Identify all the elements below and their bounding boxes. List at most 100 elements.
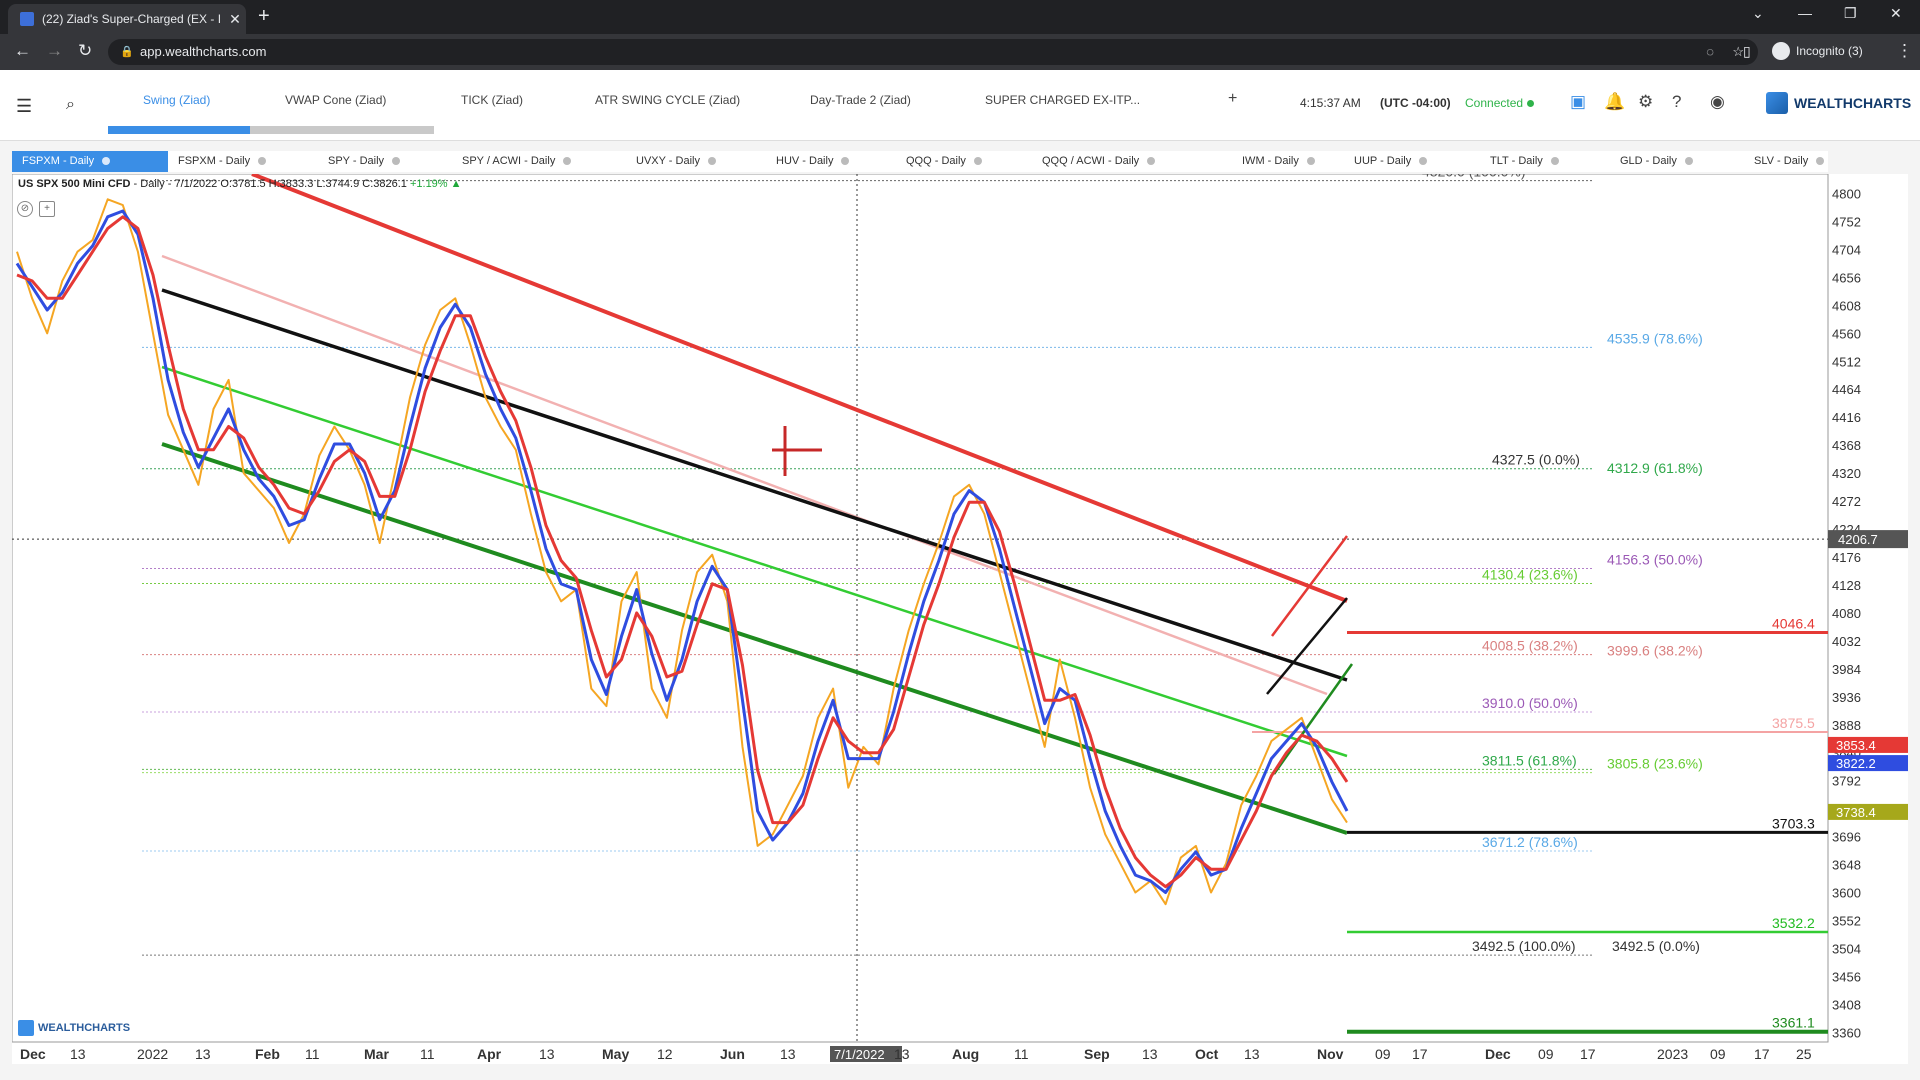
side-panel-icon[interactable]: ▯ (1743, 43, 1751, 59)
bookmark-star-icon[interactable]: ☆ (1732, 44, 1744, 59)
browser-menu-icon[interactable]: ⋮ (1896, 41, 1913, 60)
price-tick-label: 4560 (1832, 326, 1861, 341)
date-tick-label: Apr (477, 1046, 502, 1062)
tab-scrollbar-thumb[interactable] (108, 126, 250, 134)
incognito-icon (1772, 42, 1790, 60)
search-icon[interactable]: ⌕ (66, 96, 75, 113)
tab-tick[interactable]: TICK (Ziad) (461, 93, 524, 107)
timezone[interactable]: (UTC -04:00) (1380, 96, 1451, 110)
symbol-tab-dot-icon[interactable] (258, 157, 267, 166)
incognito-indicator[interactable]: Incognito (3) (1772, 42, 1863, 60)
price-tick-label: 4176 (1832, 550, 1861, 565)
tab-search-icon[interactable]: ⌄ (1752, 5, 1764, 21)
price-tick-label: 4368 (1832, 438, 1861, 453)
symbol-tab-3[interactable]: SPY / ACWI - Daily (452, 151, 572, 172)
reload-icon[interactable]: ↻ (78, 41, 93, 60)
watermark-logo-icon (18, 1020, 34, 1036)
browser-tab[interactable]: (22) Ziad's Super-Charged (EX - I ✕ (8, 4, 246, 34)
fib-label: 4327.5 (0.0%) (1492, 452, 1580, 468)
symbol-tab-label: GLD - Daily (1620, 155, 1677, 167)
price-tick-label: 3456 (1832, 969, 1861, 984)
new-tab-button[interactable]: + (258, 5, 270, 27)
symbol-tab-dot-icon[interactable] (392, 157, 401, 166)
symbol-tab-4[interactable]: UVXY - Daily (626, 151, 716, 172)
help-icon[interactable]: ? (1672, 92, 1682, 111)
tab-scrollbar[interactable] (108, 126, 434, 134)
symbol-tab-11[interactable]: GLD - Daily (1610, 151, 1693, 172)
price-tick-label: 4320 (1832, 466, 1861, 481)
symbol-tab-0[interactable]: FSPXM - Daily (12, 151, 168, 172)
symbol-tab-dot-icon[interactable] (1816, 157, 1825, 166)
symbol-tab-1[interactable]: FSPXM - Daily (168, 151, 267, 172)
price-level-label: 3361.1 (1772, 1015, 1815, 1031)
symbol-tab-label: SLV - Daily (1754, 155, 1809, 167)
fib-label: 4312.9 (61.8%) (1607, 460, 1703, 476)
chart-tools: ⊘ + (17, 201, 55, 217)
symbol-tab-strip: FSPXM - Daily FSPXM - Daily SPY - Daily SPY… (12, 151, 1828, 172)
date-tick-label: Oct (1195, 1046, 1219, 1062)
symbol-tab-10[interactable]: TLT - Daily (1480, 151, 1559, 172)
date-tick-label: 17 (1412, 1046, 1428, 1062)
menu-icon[interactable]: ☰ (16, 96, 33, 116)
tab-vwap-cone[interactable]: VWAP Cone (Ziad) (285, 93, 387, 107)
connection-label: Connected (1465, 96, 1524, 110)
date-tick-label: 13 (894, 1046, 910, 1062)
price-tick-label: 3600 (1832, 886, 1861, 901)
up-arrow-icon: ▲ (450, 178, 462, 190)
symbol-tab-dot-icon[interactable] (1147, 157, 1156, 166)
symbol-tab-dot-icon[interactable] (563, 157, 572, 166)
symbol-tab-dot-icon[interactable] (1684, 157, 1693, 166)
favicon-icon (20, 12, 34, 26)
tab-super-charged[interactable]: SUPER CHARGED EX-ITP... (985, 93, 1141, 107)
symbol-tab-dot-icon[interactable] (1419, 157, 1428, 166)
symbol-tab-dot-icon[interactable] (707, 157, 716, 166)
date-tick-label: 13 (195, 1046, 211, 1062)
add-tab-button[interactable]: + (1228, 90, 1238, 107)
price-tick-label: 3360 (1832, 1025, 1861, 1040)
symbol-tab-5[interactable]: HUV - Daily (766, 151, 850, 172)
date-tick-label: 13 (1244, 1046, 1260, 1062)
eye-off-icon[interactable]: ◌ (1706, 44, 1714, 59)
symbol-tab-9[interactable]: UUP - Daily (1344, 151, 1428, 172)
price-tick-label: 3984 (1832, 662, 1861, 677)
symbol-tab-2[interactable]: SPY - Daily (318, 151, 401, 172)
chart-panel[interactable]: 4820.0 (100.0%) 4535.9 (78.6%) 4327.5 (0.0… (12, 174, 1908, 1064)
symbol-tab-6[interactable]: QQQ - Daily (896, 151, 982, 172)
price-tag-box (1828, 736, 1908, 753)
symbol-tab-dot-icon[interactable] (841, 157, 850, 166)
price-tick-label: 4272 (1832, 494, 1861, 509)
back-icon[interactable]: ← (14, 41, 31, 60)
close-tab-icon[interactable]: ✕ (229, 10, 241, 27)
minimize-icon[interactable]: — (1798, 5, 1812, 21)
symbol-tab-12[interactable]: SLV - Daily (1744, 151, 1825, 172)
symbol-tab-dot-icon[interactable] (1550, 157, 1559, 166)
symbol-tab-dot-icon[interactable] (973, 157, 982, 166)
expand-icon[interactable]: + (39, 201, 55, 217)
maximize-icon[interactable]: ❐ (1844, 5, 1857, 21)
price-tag-label: 3738.4 (1836, 805, 1876, 820)
series-ma-fast-line (15, 209, 1349, 894)
gear-icon[interactable]: ⚙ (1638, 92, 1654, 111)
fib-label: 4156.3 (50.0%) (1607, 551, 1703, 567)
price-level-label: 3532.2 (1772, 915, 1815, 931)
tab-atr-swing-cycle[interactable]: ATR SWING CYCLE (Ziad) (595, 93, 741, 107)
symbol-tab-label: TLT - Daily (1490, 155, 1543, 167)
close-window-icon[interactable]: ✕ (1890, 5, 1902, 21)
symbol-tab-dot-icon[interactable] (1306, 157, 1315, 166)
price-chart[interactable]: 4820.0 (100.0%) 4535.9 (78.6%) 4327.5 (0.0… (12, 174, 1908, 1064)
date-tick-label: 17 (1754, 1046, 1770, 1062)
tab-day-trade-2[interactable]: Day-Trade 2 (Ziad) (810, 93, 911, 107)
bell-icon[interactable]: 🔔 (1604, 92, 1626, 111)
date-tick-label: 17 (1580, 1046, 1596, 1062)
tab-swing[interactable]: Swing (Ziad) (143, 93, 211, 107)
save-icon[interactable]: ▣ (1570, 92, 1587, 111)
date-tick-label: Nov (1317, 1046, 1344, 1062)
user-avatar[interactable]: ◉ (1710, 92, 1725, 111)
symbol-tab-7[interactable]: QQQ / ACWI - Daily (1032, 151, 1156, 172)
symbol-tab-dot-icon[interactable] (102, 157, 111, 166)
address-bar[interactable]: 🔒 app.wealthcharts.com ◌ ☆ (108, 39, 1758, 65)
symbol-tab-8[interactable]: IWM - Daily (1232, 151, 1315, 172)
forward-icon[interactable]: → (46, 41, 63, 60)
hide-indicators-icon[interactable]: ⊘ (17, 201, 33, 217)
channel-lower-green (161, 442, 1348, 835)
